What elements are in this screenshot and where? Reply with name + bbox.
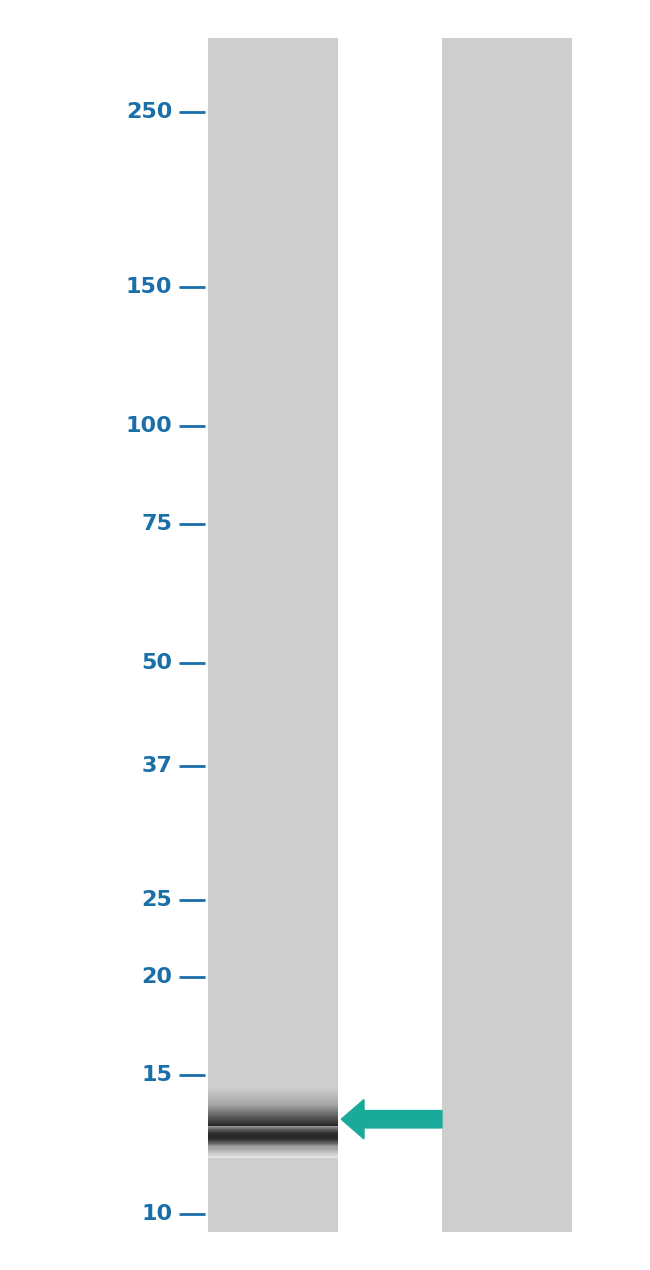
- Text: 25: 25: [142, 890, 172, 911]
- Text: 15: 15: [142, 1066, 172, 1086]
- Text: 2: 2: [497, 0, 517, 3]
- Text: 100: 100: [125, 415, 172, 436]
- Text: 20: 20: [141, 966, 172, 987]
- FancyArrow shape: [341, 1100, 442, 1139]
- Text: 250: 250: [126, 102, 172, 122]
- Text: 1: 1: [263, 0, 283, 3]
- Text: 37: 37: [142, 756, 172, 776]
- Bar: [442, 38, 572, 1232]
- Text: 150: 150: [125, 277, 172, 297]
- Text: 75: 75: [142, 514, 172, 535]
- Text: 10: 10: [141, 1204, 172, 1224]
- Text: 50: 50: [141, 653, 172, 673]
- Bar: [208, 38, 338, 1232]
